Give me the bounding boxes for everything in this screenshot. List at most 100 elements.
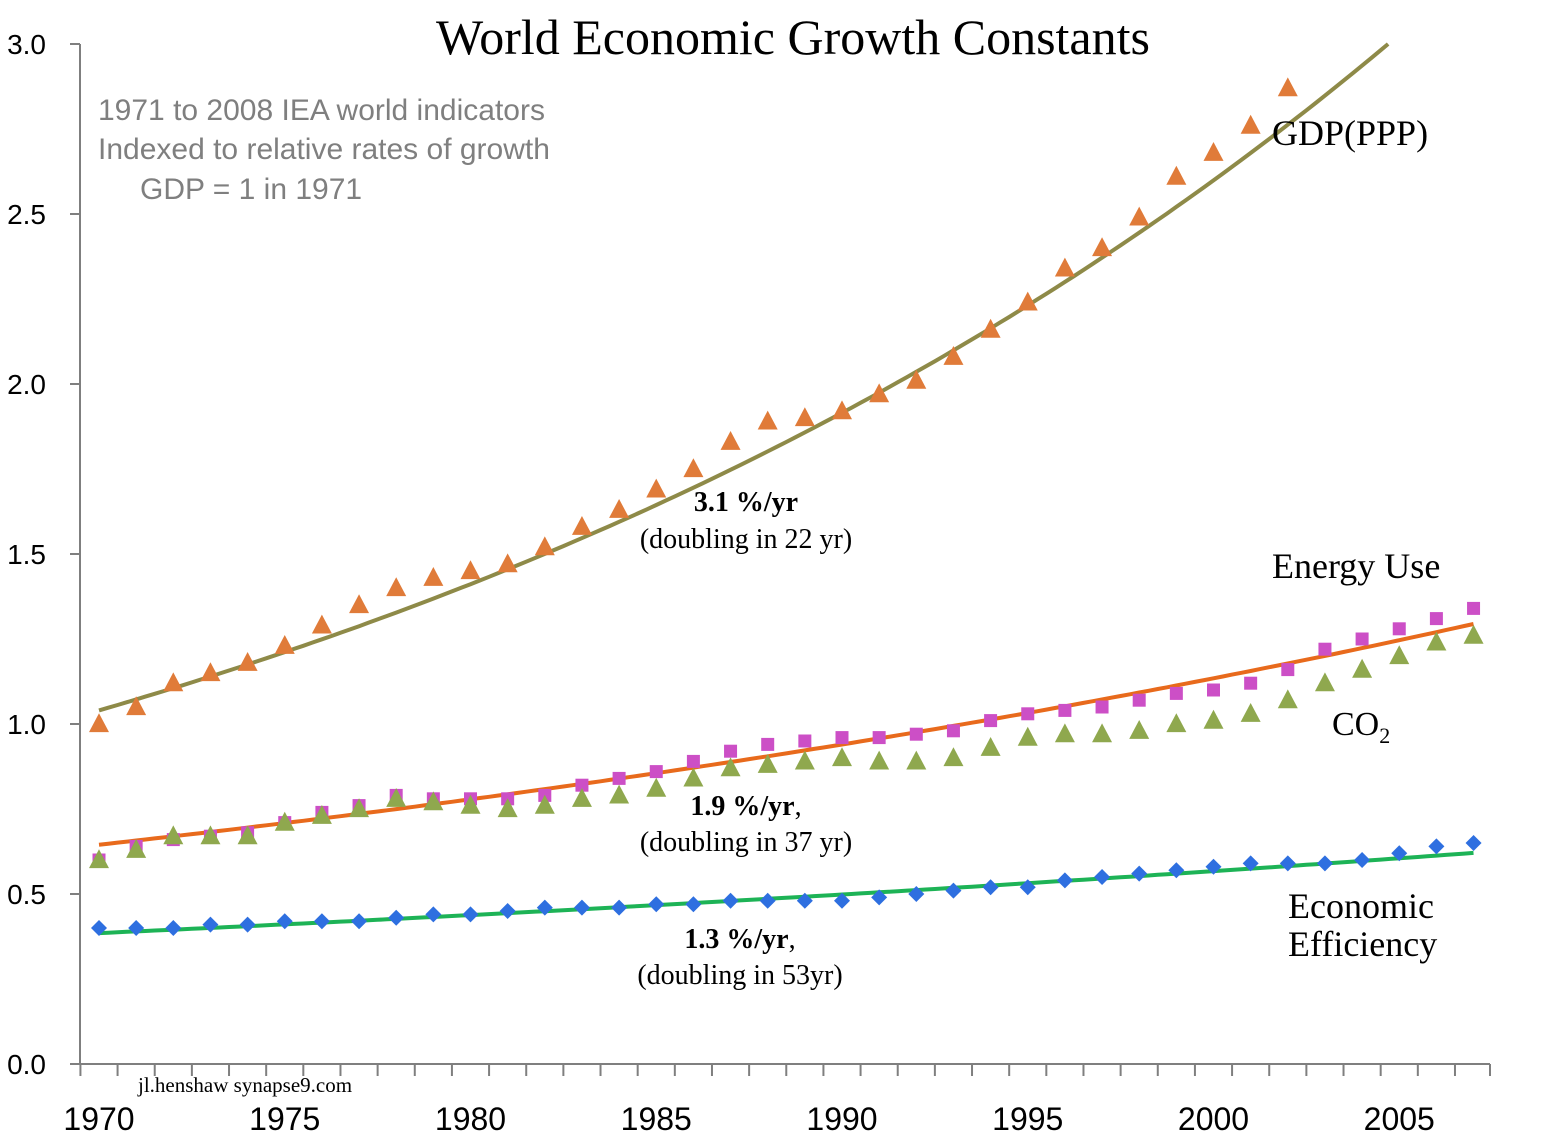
marker-energy-use — [909, 727, 923, 741]
marker-energy-use — [1169, 686, 1183, 700]
marker-gdp-ppp — [423, 567, 444, 586]
marker-co2 — [980, 737, 1001, 756]
marker-economic-efficiency — [202, 916, 219, 933]
marker-economic-efficiency — [1131, 865, 1148, 882]
marker-gdp-ppp — [980, 318, 1001, 338]
series-label-co2: CO2 — [1332, 706, 1390, 748]
marker-economic-efficiency — [1094, 869, 1111, 885]
y-tick-label: 0.5 — [7, 879, 46, 910]
marker-gdp-ppp — [163, 672, 184, 692]
marker-energy-use — [575, 778, 589, 792]
marker-co2 — [720, 757, 741, 777]
marker-economic-efficiency — [982, 879, 999, 896]
marker-economic-efficiency — [1205, 858, 1222, 875]
marker-gdp-ppp — [386, 577, 407, 597]
marker-economic-efficiency — [759, 892, 776, 909]
subtitle-line-3: GDP = 1 in 1971 — [140, 173, 362, 206]
marker-economic-efficiency — [388, 909, 405, 926]
marker-gdp-ppp — [609, 499, 630, 518]
axes: 0.0 0.5 1.0 1.5 2.0 2.5 3.0 1970 1975 1980 1985 199… — [7, 29, 1491, 1137]
marker-gdp-ppp — [311, 614, 332, 634]
marker-co2 — [237, 825, 258, 845]
series-label-efficiency-line1: Economic — [1288, 886, 1434, 926]
marker-gdp-ppp — [794, 407, 815, 427]
marker-economic-efficiency — [351, 913, 368, 930]
marker-economic-efficiency — [908, 886, 925, 902]
marker-economic-efficiency — [425, 906, 442, 923]
marker-economic-efficiency — [834, 892, 850, 909]
marker-co2 — [423, 791, 444, 811]
marker-energy-use — [724, 744, 738, 758]
marker-co2 — [832, 747, 852, 767]
marker-economic-efficiency — [1316, 855, 1333, 872]
marker-gdp-ppp — [89, 713, 109, 733]
marker-economic-efficiency — [1056, 872, 1073, 889]
y-tick-label: 2.0 — [7, 369, 46, 400]
marker-economic-efficiency — [722, 892, 739, 909]
x-tick-label: 1985 — [621, 1101, 692, 1137]
marker-co2 — [571, 788, 592, 807]
x-tick-label: 1980 — [435, 1101, 506, 1137]
marker-co2 — [1463, 624, 1484, 644]
series-label-gdp: GDP(PPP) — [1272, 113, 1428, 153]
marker-gdp-ppp — [274, 635, 295, 654]
marker-co2 — [1017, 726, 1038, 746]
y-tick-label: 1.5 — [7, 539, 46, 570]
y-tick-label: 1.0 — [7, 709, 46, 740]
marker-economic-efficiency — [239, 916, 256, 933]
x-tick-label: 1995 — [992, 1101, 1063, 1137]
marker-co2 — [609, 784, 630, 804]
marker-gdp-ppp — [1054, 257, 1075, 277]
marker-gdp-ppp — [237, 652, 258, 671]
y-tick-label: 3.0 — [7, 29, 46, 60]
marker-economic-efficiency — [165, 920, 182, 936]
marker-co2 — [1129, 720, 1150, 739]
marker-gdp-ppp — [720, 431, 741, 450]
marker-energy-use — [798, 734, 812, 748]
marker-economic-efficiency — [1242, 855, 1259, 872]
marker-economic-efficiency — [1428, 838, 1445, 855]
energy-rate-label: 1.9 %/yr, — [690, 791, 801, 822]
marker-economic-efficiency — [945, 882, 962, 899]
marker-gdp-ppp — [1277, 77, 1298, 97]
marker-co2 — [497, 798, 518, 818]
marker-co2 — [1426, 631, 1447, 651]
efficiency-doubling-note: (doubling in 53yr) — [637, 960, 842, 991]
efficiency-rate-label: 1.3 %/yr, — [684, 924, 795, 955]
marker-energy-use — [1355, 632, 1369, 646]
marker-co2 — [1352, 658, 1373, 678]
marker-gdp-ppp — [126, 696, 147, 716]
marker-economic-efficiency — [611, 899, 628, 916]
marker-co2 — [163, 825, 184, 845]
gdp-rate-label: 3.1 %/yr — [694, 487, 798, 518]
marker-gdp-ppp — [497, 553, 518, 573]
marker-gdp-ppp — [200, 662, 221, 682]
marker-co2 — [274, 811, 295, 831]
marker-co2 — [1389, 645, 1410, 665]
marker-gdp-ppp — [646, 478, 667, 498]
marker-energy-use — [1429, 612, 1443, 626]
marker-co2 — [534, 794, 555, 814]
marker-gdp-ppp — [1017, 291, 1038, 311]
marker-co2 — [386, 788, 407, 807]
trendline-gdp-ppp- — [98, 42, 1390, 713]
marker-co2 — [906, 750, 927, 770]
marker-energy-use — [1392, 622, 1406, 636]
marker-gdp-ppp — [832, 400, 852, 420]
x-tick-label: 1990 — [806, 1101, 877, 1137]
marker-gdp-ppp — [869, 383, 890, 403]
marker-economic-efficiency — [128, 920, 145, 936]
marker-gdp-ppp — [1092, 237, 1113, 257]
marker-energy-use — [612, 771, 626, 785]
marker-economic-efficiency — [462, 906, 479, 923]
y-tick-label: 2.5 — [7, 199, 46, 230]
marker-gdp-ppp — [683, 458, 704, 478]
marker-co2 — [1054, 723, 1075, 743]
marker-co2 — [646, 777, 667, 797]
marker-co2 — [126, 839, 147, 858]
marker-co2 — [1277, 689, 1298, 709]
y-tick-label: 0.0 — [7, 1049, 46, 1080]
marker-energy-use — [1281, 663, 1295, 677]
marker-economic-efficiency — [1168, 862, 1185, 879]
